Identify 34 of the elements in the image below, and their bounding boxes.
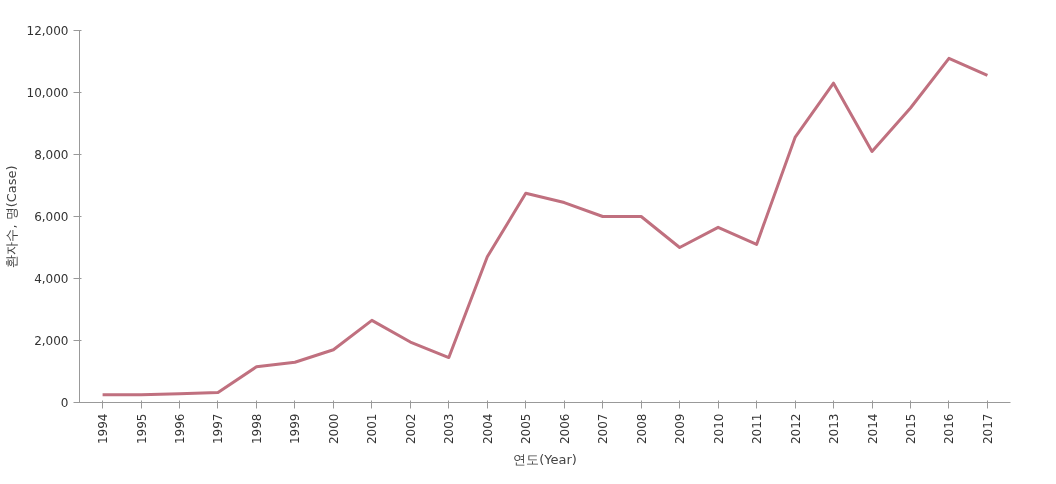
y-tick-label: 6,000	[34, 210, 69, 224]
x-tick-label: 2015	[903, 413, 918, 445]
x-tick-label: 2004	[480, 413, 495, 445]
y-tick-label: 0	[60, 396, 69, 410]
x-tick-label: 2009	[673, 413, 688, 445]
x-tick-label: 1997	[211, 413, 226, 445]
x-tick-label: 2006	[557, 413, 572, 445]
x-tick-label: 2012	[788, 413, 803, 445]
line-series	[101, 56, 989, 397]
x-axis-title: 연도(Year)	[513, 452, 577, 468]
x-tick-label: 2007	[596, 413, 611, 445]
y-axis-title: 환자수, 명(Case)	[3, 165, 19, 268]
x-tick-label: 2016	[942, 413, 957, 445]
x-tick-label: 2017	[980, 413, 995, 445]
y-tick-label: 10,000	[26, 86, 69, 100]
x-tick-label: 2010	[711, 413, 726, 445]
x-tick-label: 2013	[827, 413, 842, 445]
x-tick-label: 1994	[96, 413, 111, 445]
x-tick-label: 2003	[442, 413, 457, 445]
x-tick-label: 1995	[134, 413, 149, 445]
x-tick-label: 1996	[173, 413, 188, 445]
x-tick-label: 2002	[403, 413, 418, 445]
x-tick-label: 1999	[288, 413, 303, 445]
y-tick-label: 4,000	[34, 272, 69, 286]
y-tick-label: 2,000	[34, 334, 69, 348]
x-tick-label: 2011	[750, 413, 765, 445]
y-tick-label: 8,000	[34, 148, 69, 162]
x-tick-label: 2001	[365, 413, 380, 445]
x-tick-label: 2005	[519, 413, 534, 445]
x-tick-label: 1998	[249, 413, 264, 445]
x-tick-label: 2000	[326, 413, 341, 445]
x-tick-label: 2008	[634, 413, 649, 445]
y-tick-label: 12,000	[26, 24, 69, 38]
x-tick-label: 2014	[865, 413, 880, 445]
